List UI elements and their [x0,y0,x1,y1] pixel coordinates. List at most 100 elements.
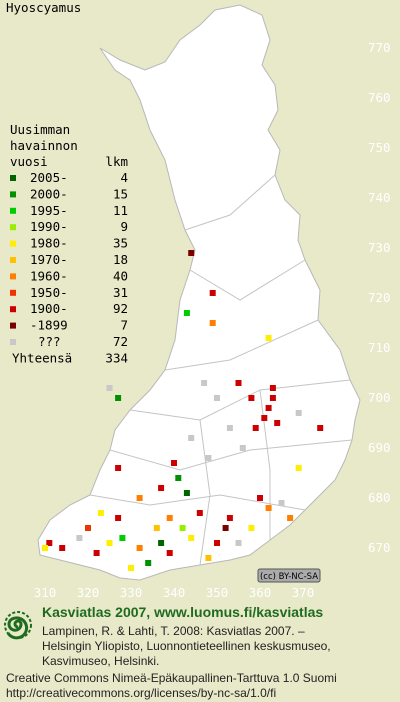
y-tick-label: 710 [368,340,391,355]
y-tick-label: 680 [368,490,391,505]
observation [179,525,186,531]
border [129,379,351,421]
observation [85,525,91,531]
observation [106,540,113,546]
legend-swatch [10,191,16,198]
x-tick-label: 360 [249,585,272,600]
legend-count: 11 [113,203,128,218]
logo-spiral [6,616,29,640]
x-tick-label: 350 [206,585,229,600]
observation [153,525,160,531]
legend-count: 92 [113,301,128,316]
y-tick-label: 770 [368,40,391,55]
x-tick-label: 310 [34,585,57,600]
legend-count: 40 [113,268,128,283]
legend-total-label: Yhteensä [12,350,72,365]
legend-swatch [10,273,16,280]
legend-swatch [10,339,16,345]
observation [93,550,100,556]
x-tick-label: 320 [77,585,100,600]
legend-label: ??? [38,334,61,349]
observation [317,425,324,431]
legend-label: 1900- [30,301,68,316]
observation [226,515,233,521]
legend-count: 18 [113,252,128,267]
footer-heading: Kasviatlas 2007, www.luomus.fi/kasviatla… [42,604,323,620]
observation [115,465,122,471]
observation [188,435,195,441]
observation [76,535,83,541]
cc-badge-text: (cc) BY-NC-SA [260,572,318,582]
legend-header: vuosi [10,154,48,169]
observation [136,545,143,551]
observation [248,525,255,531]
cc-badge-box [257,568,321,583]
observation [248,395,255,401]
observation [97,510,104,516]
map-title: Hyoscyamus [6,0,81,15]
observation [261,415,268,421]
observation [287,515,294,521]
observation [59,545,66,551]
observation [214,395,220,401]
observation [115,515,122,521]
observation-squares [42,250,324,571]
observation [205,455,212,461]
legend-count: 35 [113,236,128,251]
citation: Helsingin Yliopisto, Luonnontieteellinen… [42,639,331,653]
border [184,174,276,231]
observation [106,385,113,391]
y-tick-label: 690 [368,440,391,455]
legend-count-header: lkm [105,154,128,169]
legend-swatch [10,306,16,313]
x-tick-label: 340 [163,585,186,600]
legend-label: 1950- [30,285,68,300]
observation [145,560,152,566]
observation [46,540,53,546]
observation [265,405,272,411]
y-tick-label: 760 [368,90,391,105]
legend-label: 1980- [30,236,68,251]
observation [42,545,48,551]
finland-outline [37,4,361,581]
logo [4,611,32,640]
license: http://creativecommons.org/licenses/by-n… [6,686,276,700]
legend-header: havainnon [10,138,78,153]
border [199,419,211,566]
observation [119,535,126,541]
license: Creative Commons Nimeä-Epäkaupallinen-Ta… [6,671,337,685]
legend-count: 72 [113,334,128,349]
legend-label: 1990- [30,219,68,234]
y-tick-label: 730 [368,240,391,255]
observation [166,550,173,556]
observation [235,540,242,546]
observation [265,335,272,341]
x-tick-label: 370 [292,585,315,600]
observation [239,445,246,451]
legend-label: 2000- [30,186,68,201]
observation [196,510,203,516]
observation [269,395,276,401]
observation [209,320,216,326]
observation [209,290,216,296]
province-borders [89,174,353,566]
observation [188,250,195,256]
observation [235,380,242,386]
legend-label: 1995- [30,203,68,218]
border [109,439,353,471]
logo-ring [4,611,32,639]
legend-swatch [10,322,16,329]
y-tick-label: 750 [368,140,391,155]
observation [166,515,173,521]
y-tick-label: 740 [368,190,391,205]
y-tick-label: 670 [368,540,391,555]
border [189,259,306,301]
observation [295,465,302,471]
observation [252,425,259,431]
legend-label: -1899 [30,318,68,333]
y-tick-label: 700 [368,390,391,405]
border [89,494,306,511]
citation: Kasvimuseo, Helsinki. [42,654,159,668]
